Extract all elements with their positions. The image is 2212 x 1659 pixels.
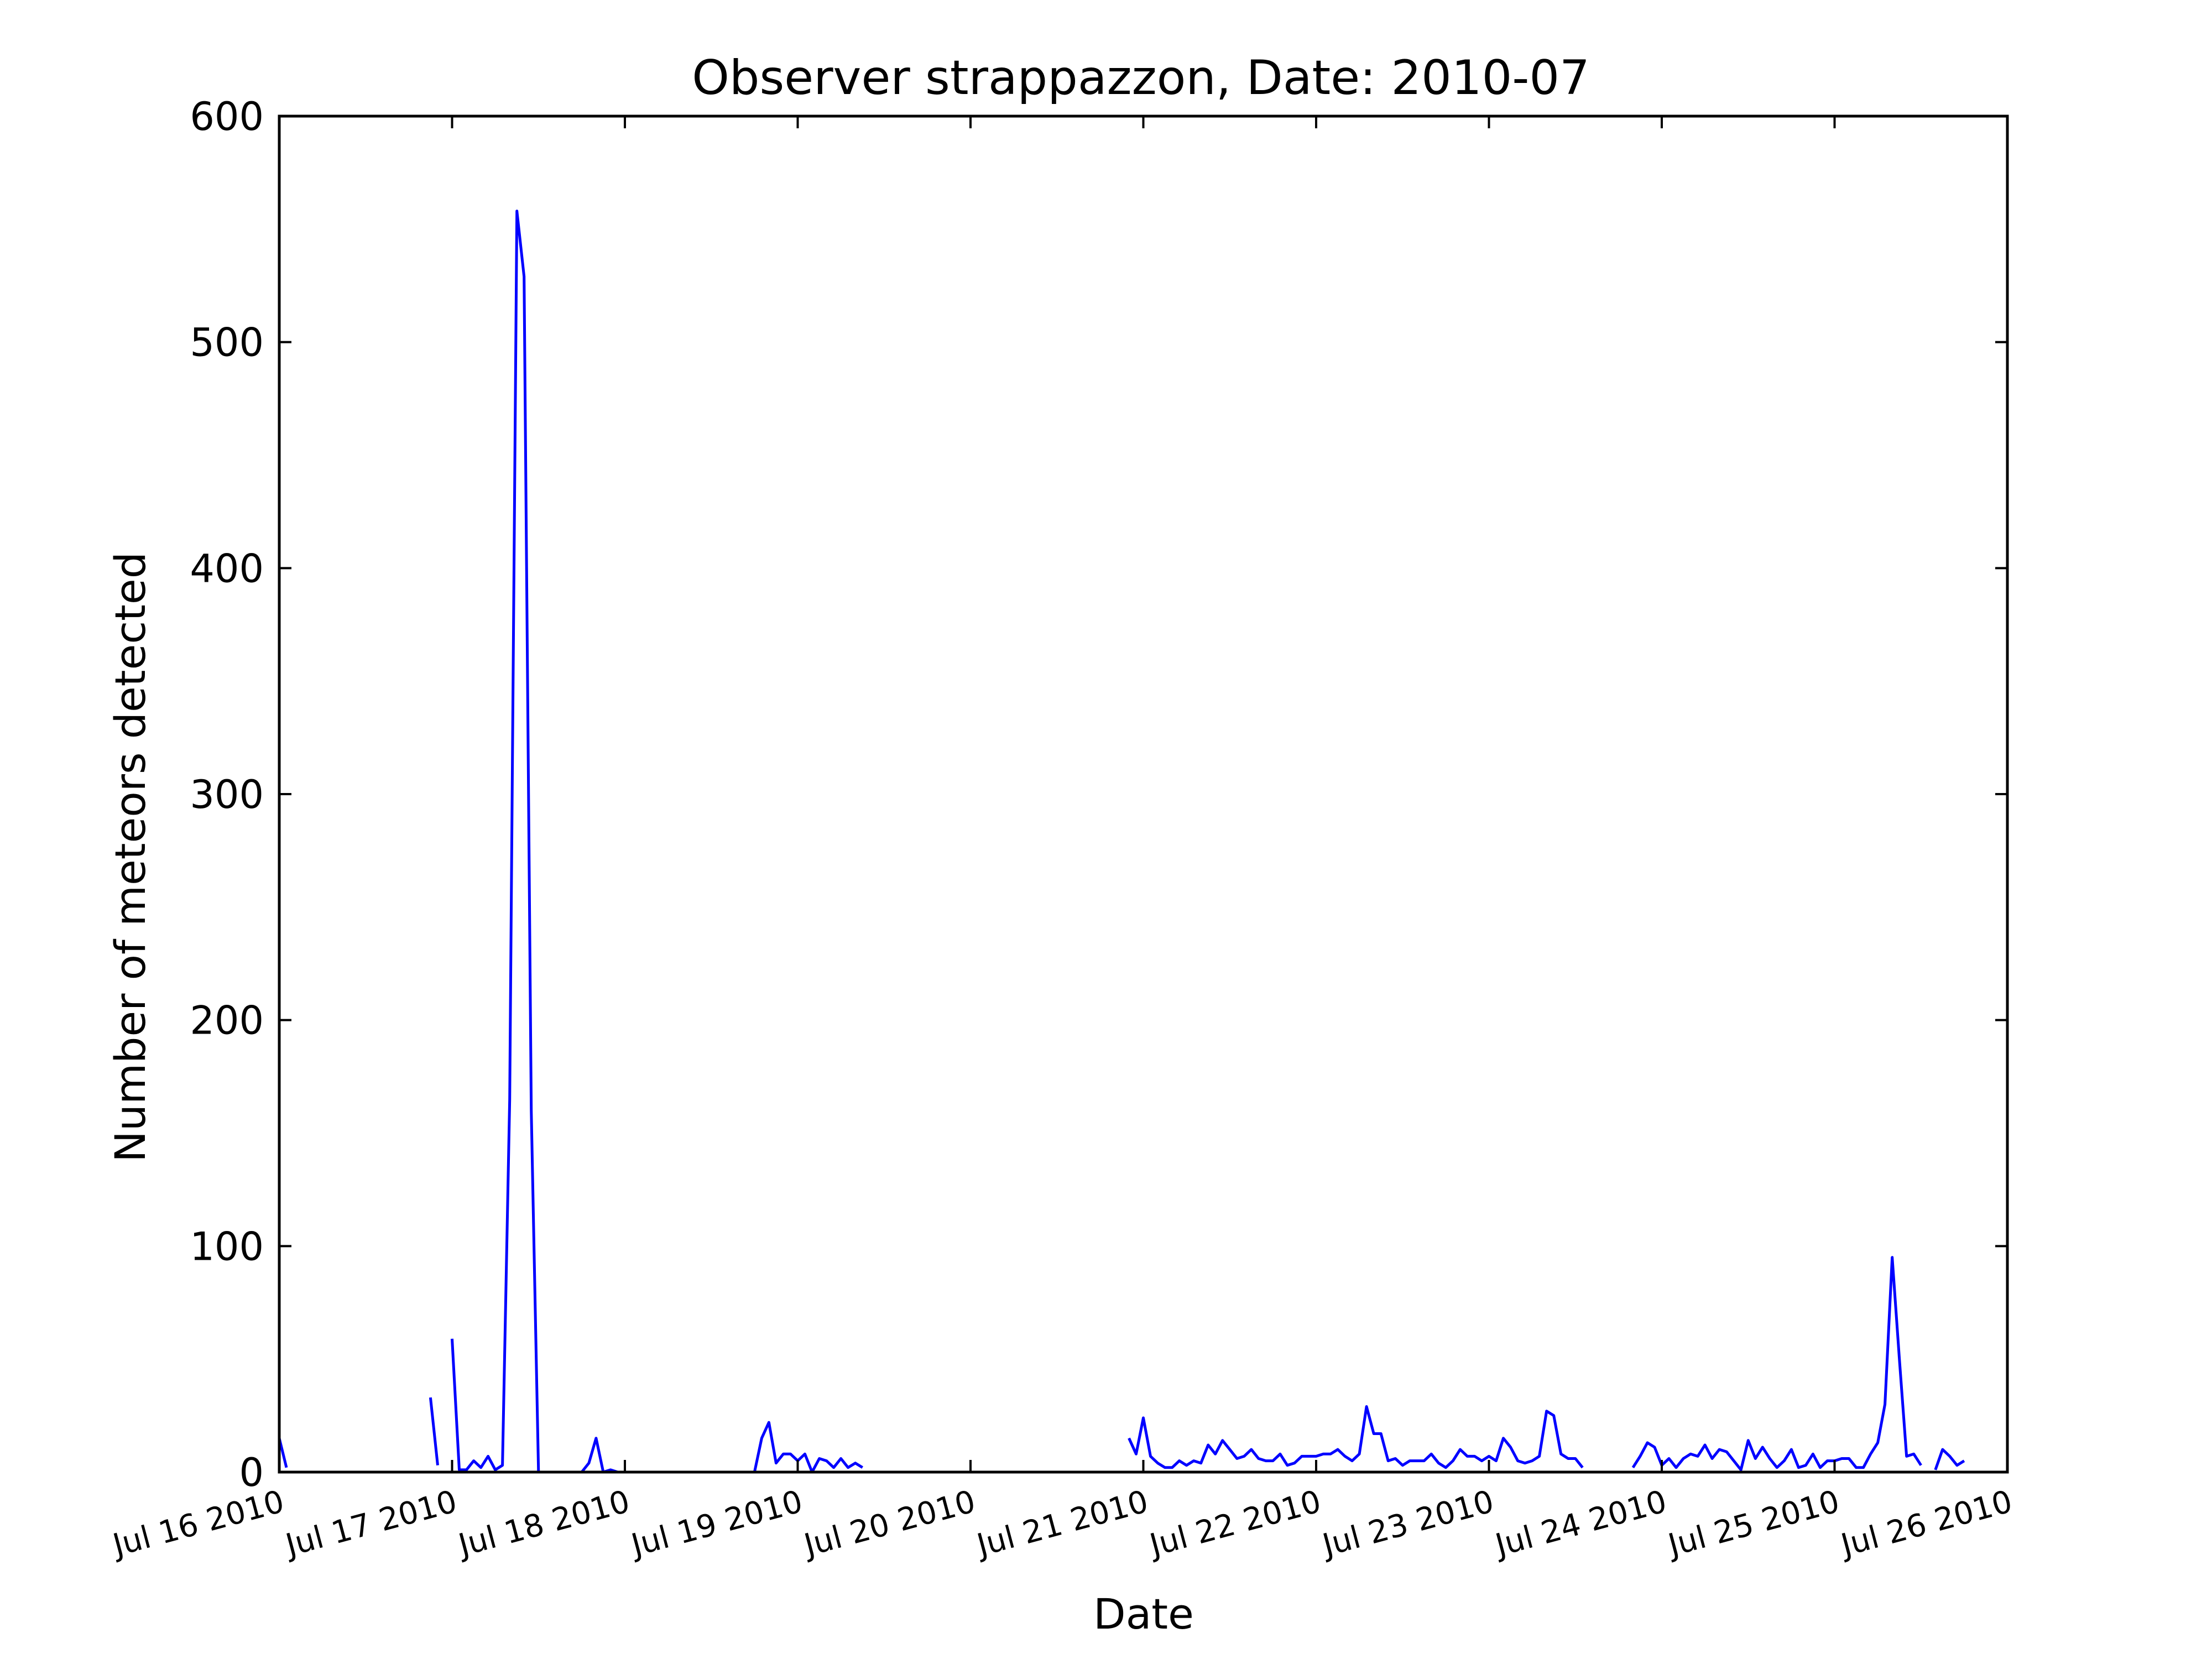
- x-axis-label: Date: [1093, 1589, 1194, 1639]
- y-axis-label: Number of meteors detected: [106, 552, 155, 1162]
- chart-title: Observer strappazzon, Date: 2010-07: [692, 50, 1590, 106]
- plot-area: [278, 210, 1965, 1474]
- series-line-segment: [451, 210, 540, 1473]
- series-line-segment: [429, 1397, 439, 1465]
- y-tick-label: 300: [190, 772, 264, 817]
- y-tick-label: 200: [190, 998, 264, 1044]
- y-tick-label: 400: [190, 546, 264, 591]
- y-tick-label: 600: [190, 94, 264, 139]
- series-line-segment: [747, 1421, 864, 1474]
- series-line-segment: [1934, 1448, 1965, 1470]
- series-line-segment: [1128, 1405, 1584, 1469]
- y-tick-label: 500: [190, 320, 264, 366]
- y-tick-label: 100: [190, 1224, 264, 1269]
- y-tick-label: 0: [239, 1450, 264, 1495]
- series-line-segment: [1631, 1256, 1922, 1472]
